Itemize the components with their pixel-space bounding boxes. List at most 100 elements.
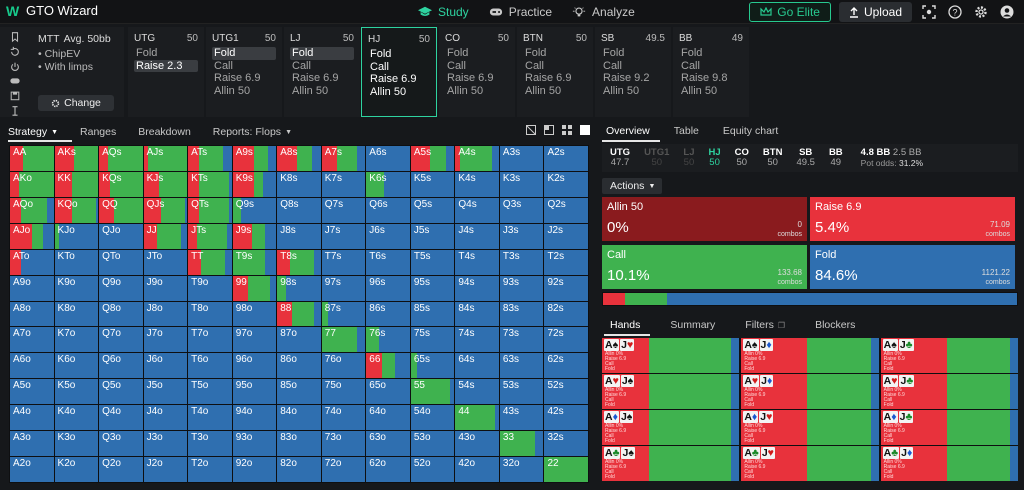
hand-cell[interactable]: 43s (499, 405, 544, 431)
hand-cell[interactable]: A3o (10, 431, 54, 457)
upload-button[interactable]: Upload (838, 2, 912, 22)
position-action[interactable]: Raise 6.9 (447, 72, 494, 84)
hand-cell[interactable]: T5s (410, 249, 455, 275)
position-action[interactable]: Call (447, 59, 466, 72)
hand-cell[interactable]: 64s (455, 353, 499, 379)
hand-cell[interactable]: A6s (366, 146, 410, 171)
account-button[interactable] (998, 3, 1016, 21)
position-card-hj[interactable]: HJ 50 Fold Call Raise 6.9 Allin 50 (361, 27, 437, 117)
hand-cell[interactable]: J2o (143, 457, 188, 482)
position-action[interactable]: Fold (136, 47, 158, 59)
position-card-lj[interactable]: LJ 50 Fold Call Raise 6.9 Allin 50 (284, 27, 360, 117)
tab-blockers[interactable]: Blockers (815, 319, 856, 331)
reset-icon[interactable] (8, 46, 22, 58)
position-action[interactable]: Allin 50 (214, 84, 251, 97)
hand-cell[interactable]: J4s (455, 223, 499, 249)
hand-cell[interactable]: 75o (321, 379, 366, 405)
hand-cell[interactable]: A9o (10, 275, 54, 301)
hand-cell[interactable]: KJo (54, 223, 99, 249)
hand-cell[interactable]: J5s (410, 223, 455, 249)
hand-cell[interactable]: A7o (10, 327, 54, 353)
hand-combo[interactable]: A♦ J♥ Allin 0% Raise 6.9 Call Fold (741, 410, 879, 445)
help-button[interactable]: ? (946, 3, 964, 21)
hand-cell[interactable]: KTo (54, 249, 99, 275)
position-action[interactable]: Allin 50 (681, 84, 718, 97)
hand-cell[interactable]: Q4o (99, 405, 143, 431)
hand-cell[interactable]: 92o (232, 457, 277, 482)
hand-cell[interactable]: 82s (544, 301, 588, 327)
hand-cell[interactable]: J2s (544, 223, 588, 249)
hand-cell[interactable]: 53s (499, 379, 544, 405)
tab-filters[interactable]: Filters ❐ (745, 319, 786, 331)
hand-cell[interactable]: Q5s (410, 197, 455, 223)
position-action[interactable]: Raise 6.9 (370, 73, 417, 85)
position-action[interactable]: Allin 50 (525, 84, 562, 97)
hand-cell[interactable]: QJs (143, 197, 188, 223)
hand-cell[interactable]: A5o (10, 379, 54, 405)
hand-cell[interactable]: T9s (232, 249, 277, 275)
hand-cell[interactable]: 44 (455, 405, 499, 431)
hand-cell[interactable]: 95o (232, 379, 277, 405)
position-action[interactable]: Fold (681, 47, 703, 59)
hand-cell[interactable]: A3s (499, 146, 544, 171)
hand-cell[interactable]: Q4s (455, 197, 499, 223)
hand-cell[interactable]: J9o (143, 275, 188, 301)
hand-cell[interactable]: 98s (277, 275, 321, 301)
compact-view-icon[interactable] (526, 125, 536, 135)
hand-cell[interactable]: 86o (277, 353, 321, 379)
position-action[interactable]: Fold (447, 47, 469, 59)
hand-cell[interactable]: 22 (544, 457, 588, 482)
position-action[interactable]: Call (214, 59, 233, 72)
hand-combo[interactable]: A♠ J♣ Allin 0% Raise 6.9 Call Fold (880, 338, 1018, 373)
hand-cell[interactable]: Q3o (99, 431, 143, 457)
position-action[interactable]: Allin 50 (447, 84, 484, 97)
hand-cell[interactable]: K2s (544, 171, 588, 197)
hand-cell[interactable]: 64o (366, 405, 410, 431)
position-card-co[interactable]: CO 50 Fold Call Raise 6.9 Allin 50 (439, 27, 515, 117)
action-box-allin[interactable]: Allin 50 0% 0 combos (602, 197, 807, 241)
save-icon[interactable] (8, 90, 22, 102)
hand-cell[interactable]: K9o (54, 275, 99, 301)
hand-cell[interactable]: 96s (366, 275, 410, 301)
position-action[interactable]: Fold (525, 47, 547, 59)
hand-cell[interactable]: T5o (188, 379, 232, 405)
hand-cell[interactable]: T9o (188, 275, 232, 301)
hand-cell[interactable]: 77 (321, 327, 366, 353)
hand-cell[interactable]: JTs (188, 223, 232, 249)
hand-cell[interactable]: 98o (232, 301, 277, 327)
position-action[interactable]: Allin 50 (603, 84, 640, 97)
nav-practice[interactable]: Practice (479, 0, 562, 24)
hand-cell[interactable]: QQ (99, 197, 143, 223)
hand-cell[interactable]: 84o (277, 405, 321, 431)
position-action[interactable]: Fold (603, 47, 625, 59)
hand-cell[interactable]: 94o (232, 405, 277, 431)
hand-cell[interactable]: A4s (455, 146, 499, 171)
hand-cell[interactable]: 95s (410, 275, 455, 301)
hand-cell[interactable]: J6o (143, 353, 188, 379)
hand-cell[interactable]: J3s (499, 223, 544, 249)
hand-cell[interactable]: K3s (499, 171, 544, 197)
hand-cell[interactable]: A8o (10, 301, 54, 327)
hand-cell[interactable]: A7s (321, 146, 366, 171)
position-action[interactable]: Fold (370, 48, 392, 60)
hand-combo[interactable]: A♥ J♦ Allin 0% Raise 6.9 Call Fold (741, 374, 879, 409)
hand-cell[interactable]: 75s (410, 327, 455, 353)
hand-cell[interactable]: 76s (366, 327, 410, 353)
hand-cell[interactable]: J7o (143, 327, 188, 353)
hand-cell[interactable]: KQs (99, 171, 143, 197)
hand-cell[interactable]: K5o (54, 379, 99, 405)
logo[interactable]: W GTO Wizard (6, 3, 98, 18)
hand-combo[interactable]: A♣ J♥ Allin 0% Raise 6.9 Call Fold (741, 446, 879, 481)
hand-cell[interactable]: 99 (232, 275, 277, 301)
hand-cell[interactable]: 85o (277, 379, 321, 405)
position-card-btn[interactable]: BTN 50 Fold Call Raise 6.9 Allin 50 (517, 27, 593, 117)
split-view-icon[interactable] (544, 125, 554, 135)
position-action[interactable]: Call (292, 59, 311, 72)
hand-cell[interactable]: ATo (10, 249, 54, 275)
hand-cell[interactable]: Q6o (99, 353, 143, 379)
hand-cell[interactable]: Q5o (99, 379, 143, 405)
hand-cell[interactable]: K8o (54, 301, 99, 327)
hand-cell[interactable]: 52s (544, 379, 588, 405)
hand-cell[interactable]: 65o (366, 379, 410, 405)
hand-cell[interactable]: T8s (277, 249, 321, 275)
